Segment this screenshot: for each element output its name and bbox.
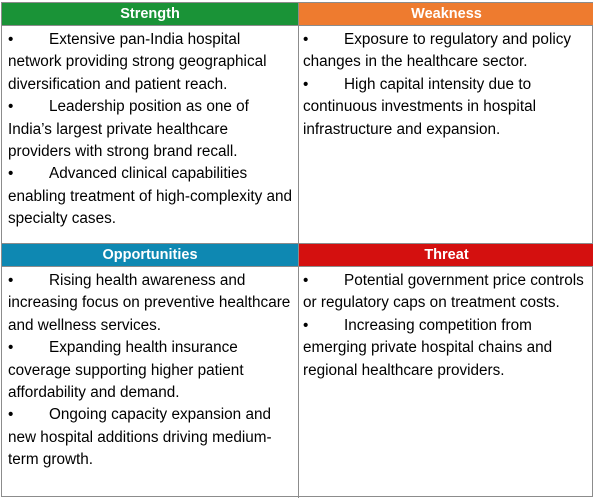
bullet-icon: • <box>303 316 309 334</box>
weakness-header: Weakness <box>299 3 593 26</box>
bullet-icon: • <box>8 165 14 183</box>
strength-item: • Leadership position as one of India’s l… <box>8 98 249 161</box>
weakness-item: • High capital intensity due to continuou… <box>303 75 536 138</box>
bullet-icon: • <box>8 272 14 289</box>
weakness-item: • Exposure to regulatory and policy chang… <box>303 31 572 71</box>
opportunities-item: • Rising health awareness and increasing … <box>8 272 291 334</box>
opportunities-header: Opportunities <box>2 244 299 267</box>
opportunities-cell: • Rising health awareness and increasing … <box>2 267 299 498</box>
bullet-icon: • <box>8 339 14 357</box>
bullet-icon: • <box>8 406 14 424</box>
strength-item: • Advanced clinical capabilities enabling… <box>8 165 293 228</box>
strength-item: • Extensive pan-India hospital network pr… <box>8 31 267 93</box>
bullet-icon: • <box>303 31 309 48</box>
opportunities-item: • Expanding health insurance coverage sup… <box>8 339 244 402</box>
threat-cell: • Potential government price controls or … <box>299 267 593 498</box>
threat-item: • Increasing competition from emerging pr… <box>303 316 553 379</box>
weakness-cell: • Exposure to regulatory and policy chang… <box>299 26 593 244</box>
bullet-icon: • <box>303 272 309 289</box>
bullet-icon: • <box>303 75 309 93</box>
bullet-icon: • <box>8 31 14 48</box>
threat-header: Threat <box>299 244 593 267</box>
strength-cell: • Extensive pan-India hospital network pr… <box>2 26 299 244</box>
threat-item: • Potential government price controls or … <box>303 272 584 312</box>
opportunities-item: • Ongoing capacity expansion and new hosp… <box>8 406 272 469</box>
strength-header: Strength <box>2 3 299 26</box>
bullet-icon: • <box>8 98 14 116</box>
